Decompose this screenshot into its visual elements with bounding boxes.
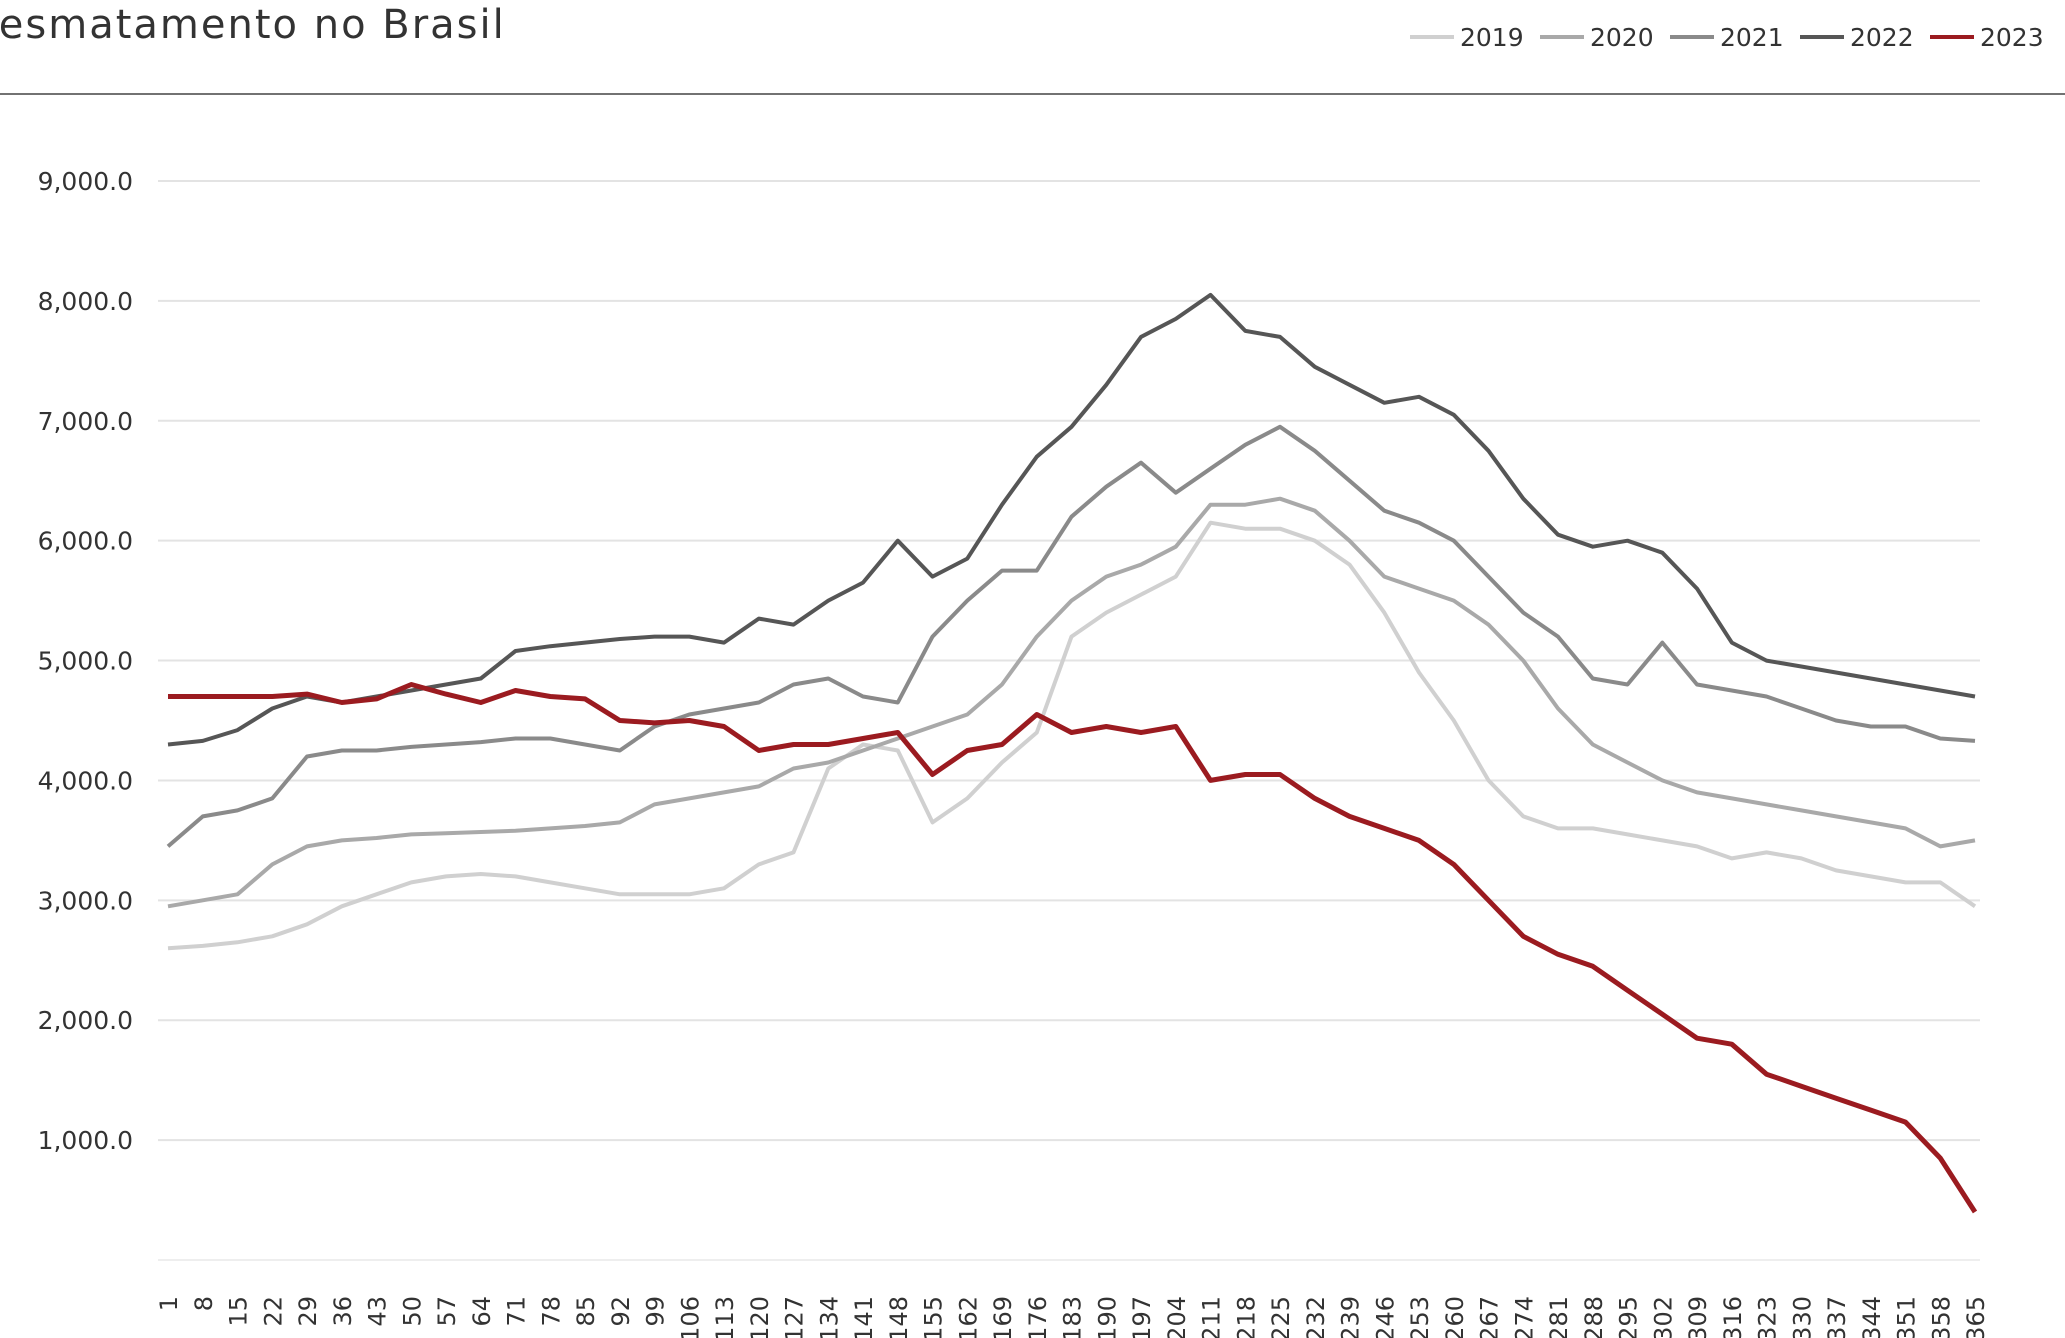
x-tick-label: 113 bbox=[711, 1296, 739, 1338]
x-tick-label: 22 bbox=[259, 1296, 287, 1327]
x-tick-label: 281 bbox=[1545, 1296, 1573, 1338]
x-tick-label: 295 bbox=[1615, 1296, 1643, 1338]
x-tick-label: 64 bbox=[468, 1296, 496, 1327]
x-tick-label: 365 bbox=[1962, 1296, 1990, 1338]
x-tick-label: 169 bbox=[989, 1296, 1017, 1338]
x-tick-label: 57 bbox=[433, 1296, 461, 1327]
x-tick-label: 15 bbox=[225, 1296, 253, 1327]
series-line bbox=[167, 520, 1977, 951]
x-tick-label: 120 bbox=[746, 1296, 774, 1338]
chart-title: Desmatamento no Brasil bbox=[0, 2, 506, 48]
x-tick-label: 155 bbox=[920, 1296, 948, 1338]
x-tick-label: 92 bbox=[607, 1296, 635, 1327]
x-tick-label: 148 bbox=[885, 1296, 913, 1338]
x-tick-label: 267 bbox=[1476, 1296, 1504, 1338]
series-line bbox=[166, 424, 1976, 848]
x-tick-label: 246 bbox=[1371, 1296, 1399, 1338]
x-tick-label: 288 bbox=[1580, 1296, 1608, 1338]
x-tick-label: 162 bbox=[954, 1296, 982, 1338]
y-tick-label: 3,000.0 bbox=[38, 886, 133, 915]
x-tick-label: 260 bbox=[1441, 1296, 1469, 1338]
x-tick-label: 71 bbox=[503, 1296, 531, 1327]
series-line bbox=[167, 292, 1976, 747]
x-tick-label: 43 bbox=[364, 1296, 392, 1327]
y-tick-label: 4,000.0 bbox=[38, 766, 133, 795]
legend-label: 2023 bbox=[1980, 23, 2044, 52]
x-tick-label: 218 bbox=[1232, 1296, 1260, 1338]
x-tick-label: 36 bbox=[329, 1296, 357, 1327]
x-tick-label: 99 bbox=[642, 1296, 670, 1327]
y-tick-label: 7,000.0 bbox=[38, 407, 133, 436]
legend-label: 2021 bbox=[1720, 23, 1784, 52]
x-tick-label: 330 bbox=[1788, 1296, 1816, 1338]
x-tick-label: 141 bbox=[850, 1296, 878, 1338]
x-tick-label: 358 bbox=[1927, 1296, 1955, 1338]
x-tick-label: 78 bbox=[537, 1296, 565, 1327]
x-tick-label: 274 bbox=[1510, 1296, 1538, 1338]
x-tick-label: 176 bbox=[1024, 1296, 1052, 1338]
x-tick-label: 253 bbox=[1406, 1296, 1434, 1338]
x-tick-label: 85 bbox=[572, 1296, 600, 1327]
x-tick-label: 204 bbox=[1163, 1296, 1191, 1338]
x-tick-label: 351 bbox=[1893, 1296, 1921, 1338]
x-tick-label: 323 bbox=[1754, 1296, 1782, 1338]
x-tick-label: 127 bbox=[781, 1296, 809, 1338]
x-tick-label: 211 bbox=[1198, 1296, 1226, 1338]
x-tick-label: 106 bbox=[676, 1296, 704, 1338]
x-tick-label: 197 bbox=[1128, 1296, 1156, 1338]
y-tick-label: 8,000.0 bbox=[38, 287, 133, 316]
x-tick-label: 316 bbox=[1719, 1296, 1747, 1338]
y-tick-label: 2,000.0 bbox=[38, 1006, 133, 1035]
y-tick-label: 9,000.0 bbox=[38, 167, 133, 196]
y-tick-label: 1,000.0 bbox=[38, 1126, 133, 1155]
legend-label: 2019 bbox=[1460, 23, 1524, 52]
legend-label: 2022 bbox=[1850, 23, 1914, 52]
x-tick-label: 239 bbox=[1337, 1296, 1365, 1338]
x-tick-label: 302 bbox=[1649, 1296, 1677, 1338]
x-tick-label: 344 bbox=[1858, 1296, 1886, 1338]
x-tick-label: 50 bbox=[398, 1296, 426, 1327]
x-tick-label: 1 bbox=[155, 1296, 183, 1311]
x-tick-label: 134 bbox=[815, 1296, 843, 1338]
legend-label: 2020 bbox=[1590, 23, 1654, 52]
x-tick-label: 29 bbox=[294, 1296, 322, 1327]
series-line bbox=[167, 496, 1976, 909]
x-tick-label: 190 bbox=[1093, 1296, 1121, 1338]
x-tick-label: 225 bbox=[1267, 1296, 1295, 1338]
x-tick-label: 337 bbox=[1823, 1296, 1851, 1338]
x-tick-label: 232 bbox=[1302, 1296, 1330, 1338]
x-tick-label: 8 bbox=[190, 1296, 218, 1311]
series-line bbox=[168, 682, 1978, 1214]
y-tick-label: 6,000.0 bbox=[38, 527, 133, 556]
x-tick-label: 309 bbox=[1684, 1296, 1712, 1338]
y-tick-label: 5,000.0 bbox=[38, 647, 133, 676]
x-tick-label: 183 bbox=[1059, 1296, 1087, 1338]
